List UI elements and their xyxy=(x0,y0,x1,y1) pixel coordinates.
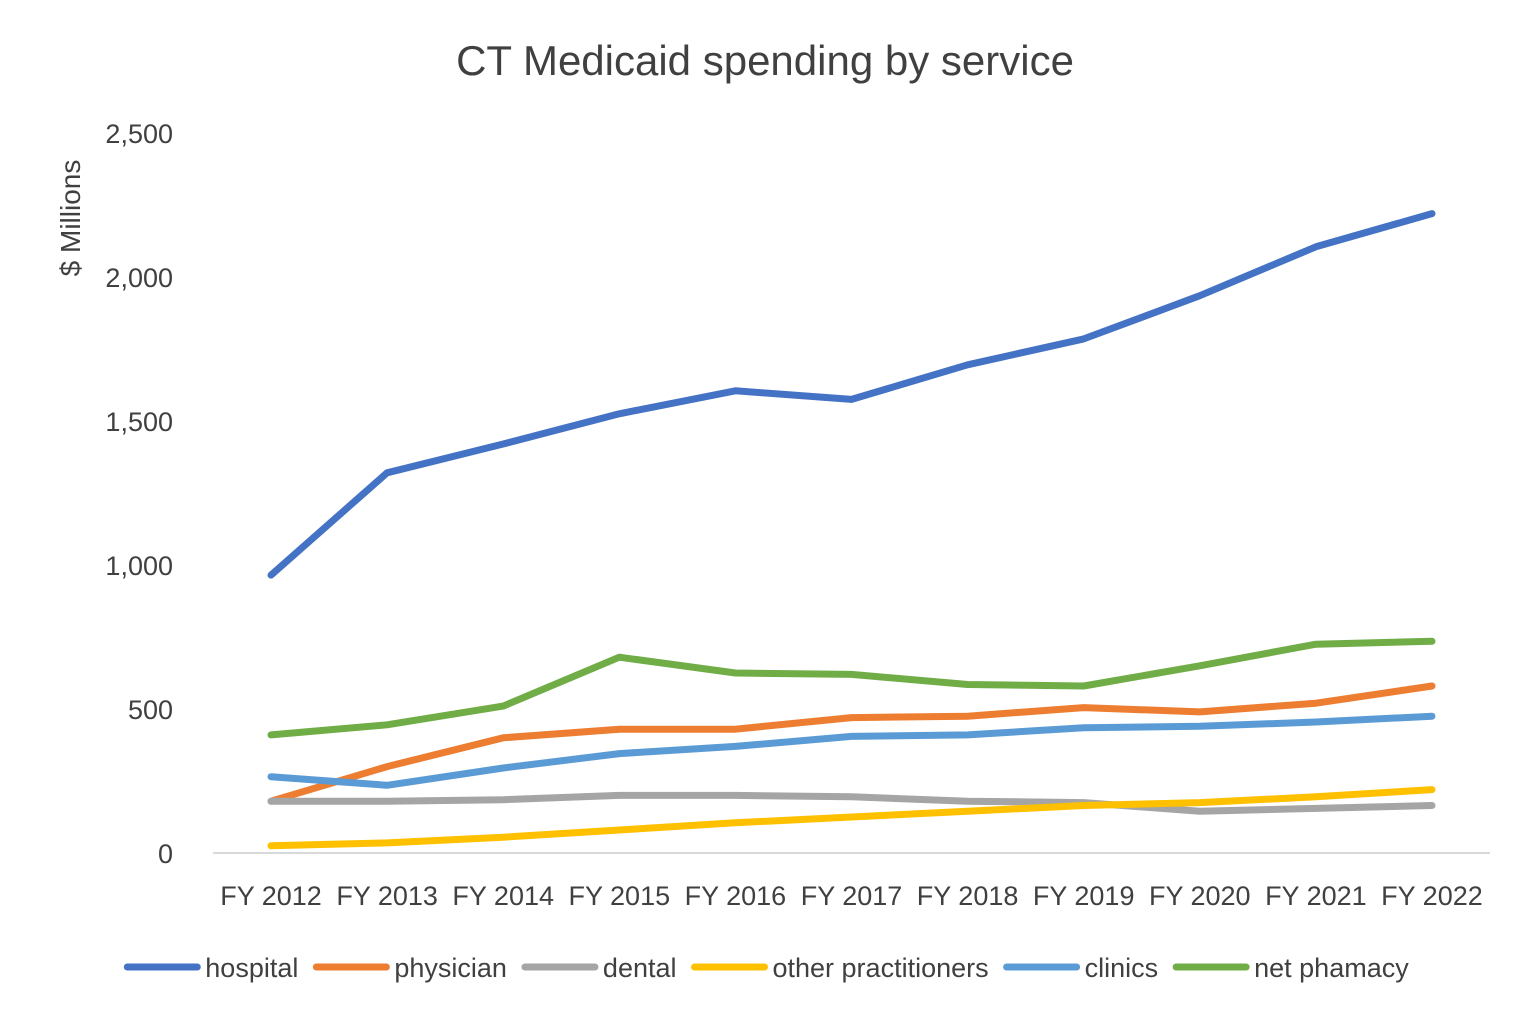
y-axis-label: $ Millions xyxy=(55,160,86,277)
x-tick-label: FY 2016 xyxy=(685,881,787,911)
y-tick-label: 500 xyxy=(128,695,173,725)
x-tick-label: FY 2014 xyxy=(452,881,554,911)
legend-label: physician xyxy=(394,953,507,983)
series-line-hospital xyxy=(267,210,1436,579)
y-tick-label: 1,500 xyxy=(105,407,173,437)
x-tick-label: FY 2017 xyxy=(801,881,903,911)
x-tick-label: FY 2018 xyxy=(917,881,1019,911)
legend-label: hospital xyxy=(205,953,298,983)
series-line-physician xyxy=(267,682,1436,805)
legend-label: other practitioners xyxy=(773,953,989,983)
y-tick-label: 2,000 xyxy=(105,263,173,293)
y-axis-ticks: 0 500 1,000 1,500 2,000 2,500 xyxy=(105,119,173,869)
series-lines xyxy=(267,210,1436,850)
series-line-other-practitioners xyxy=(267,786,1436,850)
y-tick-label: 0 xyxy=(158,839,173,869)
series-line-net-phamacy xyxy=(267,637,1436,739)
y-tick-label: 1,000 xyxy=(105,551,173,581)
series-line-clinics xyxy=(267,712,1436,789)
series-line-dental xyxy=(267,791,1436,815)
y-tick-label: 2,500 xyxy=(105,119,173,149)
x-tick-label: FY 2022 xyxy=(1381,881,1483,911)
chart-title: CT Medicaid spending by service xyxy=(456,37,1074,84)
legend-label: net phamacy xyxy=(1254,953,1409,983)
legend-label: clinics xyxy=(1085,953,1159,983)
x-tick-label: FY 2021 xyxy=(1265,881,1367,911)
legend: hospital physician dental other practitione… xyxy=(123,953,1409,983)
x-tick-label: FY 2019 xyxy=(1033,881,1135,911)
legend-label: dental xyxy=(603,953,677,983)
x-tick-label: FY 2015 xyxy=(569,881,671,911)
x-tick-label: FY 2020 xyxy=(1149,881,1251,911)
x-axis-ticks: FY 2012 FY 2013 FY 2014 FY 2015 FY 2016 FY 20… xyxy=(220,881,1483,911)
x-tick-label: FY 2012 xyxy=(220,881,322,911)
x-tick-label: FY 2013 xyxy=(336,881,438,911)
